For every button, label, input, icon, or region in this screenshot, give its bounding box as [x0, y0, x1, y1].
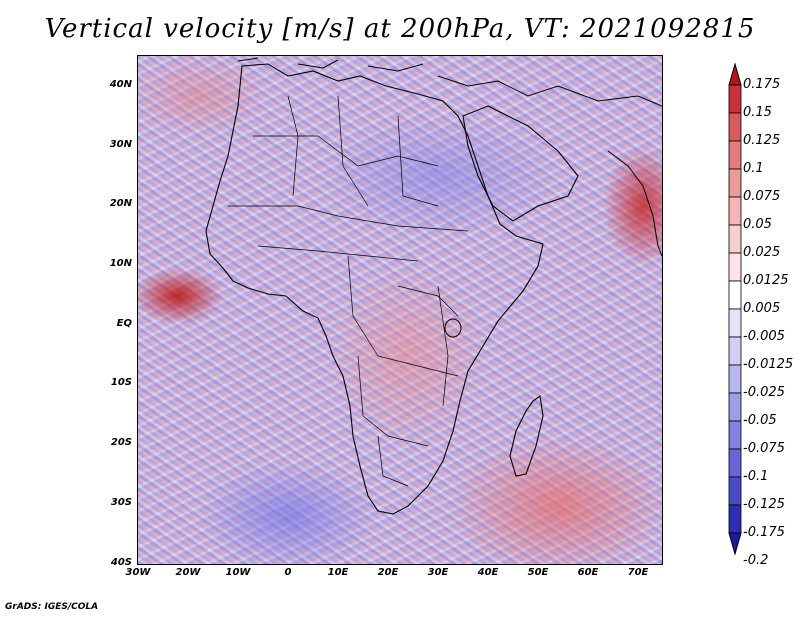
lat-label: 40S [110, 557, 132, 568]
arabia-outline [462, 105, 579, 222]
europe-coast [237, 57, 662, 107]
colorbar-level-label: 0.005 [743, 301, 781, 316]
colorbar-level-label: -0.1 [743, 469, 769, 484]
colorbar-level-label: 0.1 [743, 161, 764, 176]
lat-label: 10S [110, 377, 132, 388]
map-area [137, 55, 663, 565]
colorbar-segment [728, 168, 742, 198]
colorbar-segment [728, 476, 742, 506]
lon-label: 20W [175, 567, 201, 578]
colorbar-segment [728, 420, 742, 450]
colorbar-level-label: -0.075 [743, 441, 785, 456]
lon-label: 0 [284, 567, 292, 578]
lon-label: 20E [377, 567, 399, 578]
lon-label: 30E [427, 567, 449, 578]
lat-label: 20N [109, 198, 132, 209]
colorbar-level-label: -0.025 [743, 385, 785, 400]
colorbar-segment [728, 84, 742, 114]
lon-label: 10E [327, 567, 349, 578]
colorbar-segment [728, 252, 742, 282]
colorbar-level-label: 0.15 [743, 105, 772, 120]
colorbar-segment [728, 504, 742, 534]
footer-credit: GrADS: IGES/COLA [5, 602, 99, 612]
colorbar-segment [728, 196, 742, 226]
colorbar-level-label: -0.0125 [743, 357, 794, 372]
madagascar-outline [509, 395, 544, 477]
country-borders [228, 95, 469, 487]
colorbar-level-label: 0.125 [743, 133, 781, 148]
map-svg [205, 57, 662, 515]
colorbar-level-label: 0.0125 [743, 273, 789, 288]
colorbar [728, 63, 742, 555]
colorbar-segment [728, 112, 742, 142]
colorbar-segment [728, 364, 742, 394]
colorbar-level-label: 0.025 [743, 245, 781, 260]
colorbar-level-label: -0.2 [743, 553, 769, 568]
lat-label: 30N [109, 139, 132, 150]
colorbar-level-label: -0.05 [743, 413, 777, 428]
lon-label: 40E [477, 567, 499, 578]
colorbar-level-label: 0.175 [743, 77, 781, 92]
lat-label: 10N [109, 258, 132, 269]
lon-label: 70E [627, 567, 649, 578]
colorbar-level-label: 0.075 [743, 189, 781, 204]
map-title: Vertical velocity [m/s] at 200hPa, VT: 2… [44, 14, 756, 44]
colorbar-segment [728, 140, 742, 170]
lat-label: 20S [110, 437, 132, 448]
lat-label: EQ [116, 318, 132, 329]
lon-label: 30W [125, 567, 151, 578]
lon-label: 10W [225, 567, 251, 578]
india-coast [607, 150, 662, 257]
colorbar-segment [728, 448, 742, 478]
colorbar-segment [728, 308, 742, 338]
colorbar-bottom-arrow [728, 532, 742, 555]
colorbar-level-label: -0.175 [743, 525, 785, 540]
lat-label: 30S [110, 497, 132, 508]
colorbar-level-label: -0.005 [743, 329, 785, 344]
colorbar-level-label: 0.05 [743, 217, 772, 232]
colorbar-top-arrow [728, 63, 742, 86]
lon-label: 50E [527, 567, 549, 578]
lon-label: 60E [577, 567, 599, 578]
lake-victoria [444, 318, 462, 338]
colorbar-level-label: -0.125 [743, 497, 785, 512]
lat-label: 40N [109, 79, 132, 90]
colorbar-segment [728, 392, 742, 422]
colorbar-segment [728, 336, 742, 366]
africa-coastline [205, 63, 544, 515]
colorbar-segment [728, 224, 742, 254]
colorbar-segment [728, 280, 742, 310]
